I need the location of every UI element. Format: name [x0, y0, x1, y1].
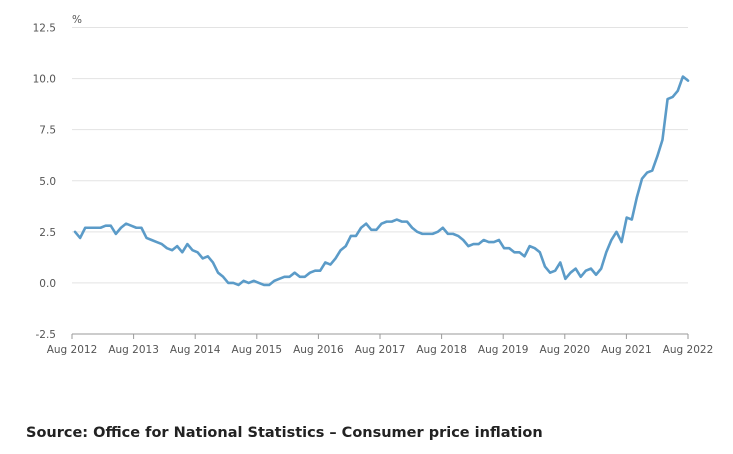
- x-tick-label: Aug 2015: [232, 344, 283, 356]
- x-tick-label: Aug 2013: [108, 344, 159, 356]
- x-tick-label: Aug 2020: [540, 344, 591, 356]
- cpi-line-chart: -2.50.02.55.07.510.012.5 % Aug 2012 Aug 2…: [33, 14, 714, 356]
- y-tick-label: 0.0: [39, 278, 56, 290]
- source-caption: Source: Office for National Statistics –…: [26, 425, 543, 441]
- y-tick-label: 7.5: [39, 125, 56, 137]
- x-tick-label: Aug 2018: [416, 344, 467, 356]
- x-tick-label: Aug 2014: [170, 344, 221, 356]
- x-tick-label: Aug 2019: [478, 344, 529, 356]
- y-tick-label: 10.0: [33, 74, 56, 86]
- x-axis: Aug 2012 Aug 2013 Aug 2014 Aug 2015 Aug 2016…: [47, 333, 714, 356]
- y-tick-label: 2.5: [39, 227, 56, 239]
- y-tick-label: 12.5: [33, 23, 56, 35]
- x-tick-label: Aug 2022: [663, 344, 714, 356]
- x-tick-label: Aug 2016: [293, 344, 344, 356]
- gridlines: [72, 27, 688, 284]
- x-tick-label: Aug 2021: [601, 344, 652, 356]
- x-tick-label: Aug 2012: [47, 344, 98, 356]
- series-layer: [73, 75, 690, 287]
- x-tick-label: Aug 2017: [355, 344, 406, 356]
- y-axis-unit-label: %: [72, 14, 82, 26]
- y-tick-label: 5.0: [39, 176, 56, 188]
- y-tick-label: -2.5: [36, 329, 57, 341]
- y-axis-tick-labels: -2.5 0.0 2.5 5.0 7.5 10.0 12.5: [33, 23, 56, 342]
- series-line: [73, 75, 690, 287]
